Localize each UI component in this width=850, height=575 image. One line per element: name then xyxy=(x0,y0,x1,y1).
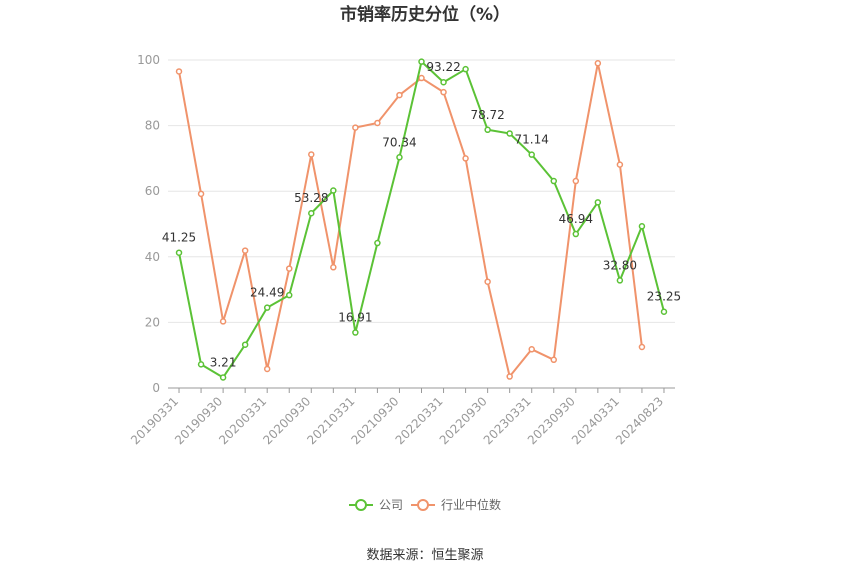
y-tick-label: 100 xyxy=(137,53,160,67)
data-label: 23.25 xyxy=(647,290,681,304)
data-point-0 xyxy=(418,58,425,65)
data-point-0 xyxy=(462,65,469,73)
data-label: 70.34 xyxy=(382,135,416,149)
data-label: 93.22 xyxy=(426,60,460,74)
data-point-0 xyxy=(440,78,447,86)
data-label: 71.14 xyxy=(515,133,549,147)
series-line-1 xyxy=(178,62,643,378)
data-label: 46.94 xyxy=(559,212,593,226)
data-point-0 xyxy=(241,341,249,348)
data-point-1 xyxy=(285,265,293,272)
data-point-0 xyxy=(484,126,491,134)
data-point-0 xyxy=(308,209,315,217)
data-label: 41.25 xyxy=(162,231,196,245)
y-axis-ticks: 0 20 40 60 80 100 xyxy=(137,53,160,395)
data-point-1 xyxy=(616,161,624,168)
data-point-0 xyxy=(352,329,359,336)
data-point-1 xyxy=(528,346,535,353)
data-point-0 xyxy=(396,154,403,161)
data-point-0 xyxy=(550,177,558,185)
data-point-1 xyxy=(550,356,558,364)
legend-label-industry: 行业中位数 xyxy=(441,497,501,512)
data-point-1 xyxy=(308,151,315,158)
data-label: 32.80 xyxy=(603,258,637,272)
data-point-1 xyxy=(418,74,425,82)
data-point-1 xyxy=(484,278,491,285)
data-point-0 xyxy=(374,239,381,247)
legend[interactable]: 公司 行业中位数 xyxy=(349,497,501,512)
data-point-0 xyxy=(638,223,646,230)
data-point-1 xyxy=(330,264,337,271)
data-point-1 xyxy=(594,60,602,67)
y-tick-label: 0 xyxy=(152,381,160,395)
legend-item-company[interactable]: 公司 xyxy=(349,498,403,512)
data-label: 3.21 xyxy=(210,355,237,369)
data-point-1 xyxy=(241,247,249,254)
data-point-0 xyxy=(330,187,337,194)
data-point-0 xyxy=(285,291,293,299)
data-point-1 xyxy=(263,365,271,373)
data-label: 16.91 xyxy=(338,311,372,325)
data-point-1 xyxy=(396,91,403,99)
y-tick-label: 40 xyxy=(145,250,160,264)
data-point-1 xyxy=(506,373,513,380)
data-point-0 xyxy=(197,361,205,368)
data-point-1 xyxy=(219,318,227,325)
data-point-0 xyxy=(219,374,227,381)
data-point-0 xyxy=(175,249,183,256)
chart-title: 市销率历史分位（%） xyxy=(340,4,510,25)
data-point-1 xyxy=(374,119,381,127)
data-point-0 xyxy=(572,230,580,238)
data-point-1 xyxy=(440,88,447,96)
x-axis: 2019033120190930202003312020093020210331… xyxy=(128,387,675,447)
data-point-1 xyxy=(572,177,580,185)
y-tick-label: 60 xyxy=(145,184,160,198)
source-note: 数据来源：恒生聚源 xyxy=(366,548,483,563)
data-point-1 xyxy=(462,155,469,162)
series-group: 41.25 3.21 24.49 53.28 16.91 70.34 93.22 78.72 7… xyxy=(162,58,681,381)
data-point-0 xyxy=(506,130,513,137)
data-point-0 xyxy=(594,199,602,206)
data-point-1 xyxy=(638,343,646,351)
y-tick-label: 80 xyxy=(145,119,160,133)
data-label: 53.28 xyxy=(294,191,328,205)
data-point-0 xyxy=(528,151,535,158)
legend-marker-company xyxy=(355,499,367,511)
data-point-0 xyxy=(263,304,271,311)
data-point-0 xyxy=(616,277,624,284)
data-label: 78.72 xyxy=(470,108,504,122)
data-point-1 xyxy=(175,68,183,75)
x-tick-label: 20240823 xyxy=(613,394,666,447)
data-point-1 xyxy=(352,124,359,131)
y-tick-label: 20 xyxy=(145,315,160,329)
data-point-0 xyxy=(660,308,668,315)
data-label: 24.49 xyxy=(250,286,284,300)
grid-lines xyxy=(168,59,675,323)
legend-label-company: 公司 xyxy=(379,498,403,512)
data-point-1 xyxy=(197,190,205,198)
legend-item-industry[interactable]: 行业中位数 xyxy=(411,497,501,512)
legend-marker-industry xyxy=(417,499,429,511)
